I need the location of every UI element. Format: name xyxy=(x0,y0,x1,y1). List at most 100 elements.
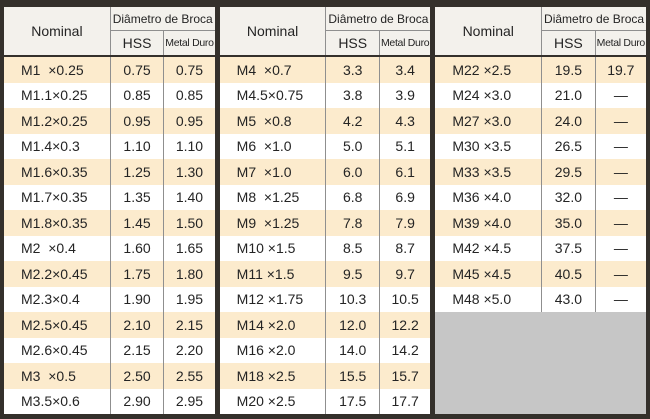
nominal-cell: M2.5×0.45 xyxy=(4,312,111,338)
nominal-cell: M4.5×0.75 xyxy=(220,82,327,108)
hss-cell: 17.5 xyxy=(326,388,380,414)
table-row: M8 ×1.25 6.8 6.9 xyxy=(219,184,431,210)
nominal-cell: M1.7×0.35 xyxy=(4,184,111,210)
nominal-cell: M9 ×1.25 xyxy=(220,210,327,236)
metal-duro-cell: 1.80 xyxy=(175,265,204,282)
hss-cell: 43.0 xyxy=(542,286,596,312)
nominal-cell: M1.4×0.3 xyxy=(4,133,111,159)
empty-area xyxy=(435,312,647,414)
metal-duro-header: Metal Duro xyxy=(596,37,646,49)
hss-cell: 0.85 xyxy=(111,82,165,108)
table-row: M11 ×1.5 9.5 9.7 xyxy=(219,261,431,287)
metal-duro-cell: 2.20 xyxy=(175,342,204,359)
nominal-cell: M10 ×1.5 xyxy=(220,235,327,261)
metal-duro-header: Metal Duro xyxy=(165,37,214,49)
metal-duro-cell: — xyxy=(613,265,628,282)
table-row: M9 ×1.25 7.8 7.9 xyxy=(219,210,431,236)
table-row: M1.2×0.25 0.95 0.95 xyxy=(4,108,215,134)
metal-duro-cell: — xyxy=(613,189,628,206)
hss-cell: 6.8 xyxy=(326,184,380,210)
metal-duro-cell: — xyxy=(613,214,628,231)
table-row: M12 ×1.75 10.3 10.5 xyxy=(219,286,431,312)
hss-header: HSS xyxy=(111,31,165,55)
table-body: M1 ×0.25 0.75 0.75 M1.1×0.25 0.85 0.85 M1.2×0.… xyxy=(4,57,215,414)
hss-cell: 32.0 xyxy=(542,184,596,210)
metal-duro-cell: — xyxy=(613,291,628,308)
hss-cell: 1.90 xyxy=(111,286,165,312)
table-row: M27 ×3.0 24.0 — xyxy=(435,108,647,134)
table-row: M2 ×0.4 1.60 1.65 xyxy=(4,235,215,261)
table-row: M42 ×4.5 37.5 — xyxy=(435,235,647,261)
metal-duro-cell: — xyxy=(613,138,628,155)
metal-duro-cell: 17.7 xyxy=(391,393,419,410)
metal-duro-cell: — xyxy=(613,87,628,104)
metal-duro-cell: 1.10 xyxy=(175,138,204,155)
hss-cell: 2.10 xyxy=(111,312,165,338)
hss-cell: 2.50 xyxy=(111,363,165,389)
hss-cell: 1.60 xyxy=(111,235,165,261)
nominal-header: Nominal xyxy=(435,7,543,55)
metal-duro-cell: 12.2 xyxy=(391,316,419,333)
table-row: M2.6×0.45 2.15 2.20 xyxy=(4,337,215,363)
metal-duro-cell: 9.7 xyxy=(395,265,415,282)
metal-duro-cell: 0.95 xyxy=(175,112,204,129)
table-row: M2.3×0.4 1.90 1.95 xyxy=(4,286,215,312)
metal-duro-cell: 1.30 xyxy=(175,163,204,180)
metal-duro-cell: 10.5 xyxy=(391,291,419,308)
nominal-cell: M39 ×4.0 xyxy=(435,210,543,236)
nominal-cell: M2.3×0.4 xyxy=(4,286,111,312)
table-row: M1.7×0.35 1.35 1.40 xyxy=(4,184,215,210)
metal-duro-cell: 19.7 xyxy=(607,61,635,78)
hss-cell: 8.5 xyxy=(326,235,380,261)
nominal-cell: M36 ×4.0 xyxy=(435,184,543,210)
table-row: M4.5×0.75 3.8 3.9 xyxy=(219,82,431,108)
metal-duro-cell: — xyxy=(613,112,628,129)
table-group-2: Nominal Diâmetro de Broca HSS Metal Duro… xyxy=(219,7,431,414)
table-row: M3.5×0.6 2.90 2.95 xyxy=(4,388,215,414)
metal-duro-cell: 8.7 xyxy=(395,240,415,257)
nominal-cell: M42 ×4.5 xyxy=(435,235,543,261)
table-row: M45 ×4.5 40.5 — xyxy=(435,261,647,287)
nominal-cell: M11 ×1.5 xyxy=(220,261,327,287)
hss-cell: 10.3 xyxy=(326,286,380,312)
table-row: M2.2×0.45 1.75 1.80 xyxy=(4,261,215,287)
hss-cell: 5.0 xyxy=(326,133,380,159)
metal-duro-cell: 1.50 xyxy=(175,214,204,231)
metal-duro-cell: 3.4 xyxy=(395,61,415,78)
table-group-3: Nominal Diâmetro de Broca HSS Metal Duro… xyxy=(435,7,647,414)
metal-duro-header: Metal Duro xyxy=(380,37,430,49)
metal-duro-cell: — xyxy=(613,240,628,257)
nominal-cell: M30 ×3.5 xyxy=(435,133,543,159)
hss-cell: 3.8 xyxy=(326,82,380,108)
hss-cell: 3.3 xyxy=(326,57,380,83)
hss-cell: 6.0 xyxy=(326,159,380,185)
hss-cell: 1.25 xyxy=(111,159,165,185)
nominal-cell: M2 ×0.4 xyxy=(4,235,111,261)
table-row: M1.1×0.25 0.85 0.85 xyxy=(4,82,215,108)
hss-header: HSS xyxy=(326,31,380,55)
metal-duro-cell: 6.1 xyxy=(395,163,415,180)
table-row: M1.8×0.35 1.45 1.50 xyxy=(4,210,215,236)
nominal-cell: M5 ×0.8 xyxy=(220,108,327,134)
nominal-cell: M20 ×2.5 xyxy=(220,388,327,414)
table-header: Nominal Diâmetro de Broca HSS Metal Duro xyxy=(219,7,431,57)
table-row: M22 ×2.5 19.5 19.7 xyxy=(435,57,647,83)
metal-duro-cell: 4.3 xyxy=(395,112,415,129)
nominal-cell: M1.6×0.35 xyxy=(4,159,111,185)
nominal-cell: M8 ×1.25 xyxy=(220,184,327,210)
nominal-cell: M2.6×0.45 xyxy=(4,337,111,363)
table-row: M1 ×0.25 0.75 0.75 xyxy=(4,57,215,83)
hss-cell: 19.5 xyxy=(542,57,596,83)
metal-duro-cell: 6.9 xyxy=(395,189,415,206)
hss-cell: 40.5 xyxy=(542,261,596,287)
table-row: M30 ×3.5 26.5 — xyxy=(435,133,647,159)
nominal-cell: M4 ×0.7 xyxy=(220,57,327,83)
hss-cell: 1.10 xyxy=(111,133,165,159)
nominal-cell: M7 ×1.0 xyxy=(220,159,327,185)
nominal-cell: M1.8×0.35 xyxy=(4,210,111,236)
hss-cell: 0.75 xyxy=(111,57,165,83)
metal-duro-cell: 1.40 xyxy=(175,189,204,206)
metal-duro-cell: 2.95 xyxy=(175,393,204,410)
hss-cell: 9.5 xyxy=(326,261,380,287)
